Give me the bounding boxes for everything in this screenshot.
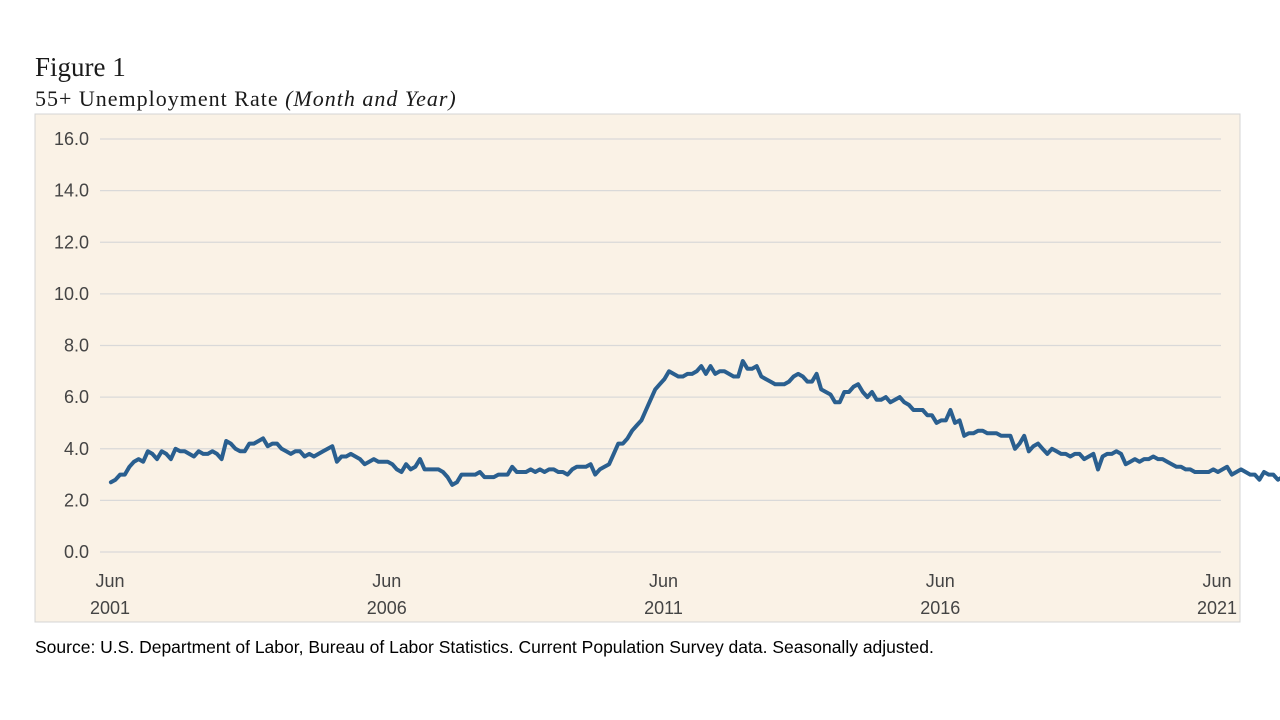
x-tick-label-month: Jun (372, 571, 401, 591)
plot-area-background (34, 113, 1241, 623)
x-tick-label-month: Jun (95, 571, 124, 591)
y-tick-label: 0.0 (64, 542, 89, 562)
x-tick-label-month: Jun (926, 571, 955, 591)
x-tick-label-year: 2016 (920, 598, 960, 618)
x-tick-label-year: 2011 (644, 598, 683, 618)
subtitle-main: 55+ Unemployment Rate (35, 86, 279, 111)
y-axis-ticks: 0.0 2.0 4.0 6.0 8.0 10.0 12.0 14.0 16.0 (54, 129, 89, 562)
gridlines (100, 138, 1221, 553)
y-tick-label: 2.0 (64, 490, 89, 510)
series-line (108, 359, 1280, 487)
figure-label: Figure 1 (35, 52, 126, 82)
chart-subtitle: 55+ Unemployment Rate (Month and Year) (35, 88, 457, 110)
y-tick-label: 10.0 (54, 284, 89, 304)
source-note: Source: U.S. Department of Labor, Bureau… (35, 637, 934, 657)
y-tick-label: 14.0 (54, 181, 89, 201)
x-tick-label-month: Jun (1202, 571, 1231, 591)
y-tick-label: 4.0 (64, 439, 89, 459)
y-tick-label: 8.0 (64, 336, 89, 356)
y-tick-label: 16.0 (54, 129, 89, 149)
subtitle-italic: (Month and Year) (285, 86, 457, 111)
x-axis-ticks: Jun 2001 Jun 2006 Jun 2011 Jun 2016 Jun 2021 (90, 571, 1237, 618)
y-tick-label: 6.0 (64, 387, 89, 407)
x-tick-label-year: 2001 (90, 598, 130, 618)
x-tick-label-year: 2006 (367, 598, 407, 618)
y-tick-label: 12.0 (54, 232, 89, 252)
x-tick-label-month: Jun (649, 571, 678, 591)
x-tick-label-year: 2021 (1197, 598, 1237, 618)
